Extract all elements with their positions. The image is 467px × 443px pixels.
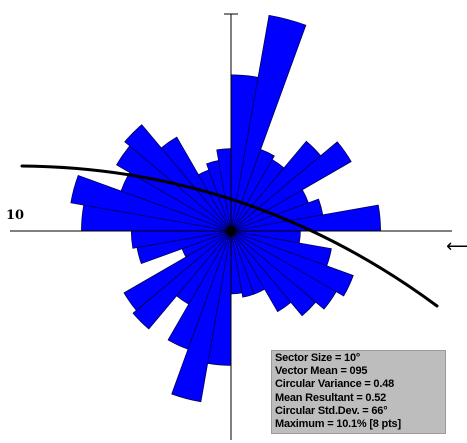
rose-sector <box>160 136 232 232</box>
stat-maximum: Maximum = 10.1% [8 pts] <box>275 418 401 431</box>
stat-circular-std-dev: Circular Std.Dev. = 66° <box>275 404 388 417</box>
rose-sector <box>230 230 354 297</box>
center-point <box>226 226 236 236</box>
rose-sector <box>167 230 232 350</box>
rose-sector <box>230 149 275 232</box>
tick-label-max: 10 <box>6 208 25 223</box>
stat-mean-resultant: Mean Resultant = 0.52 <box>275 391 387 404</box>
stat-circular-variance: Circular Variance = 0.48 <box>275 378 395 391</box>
mean-direction-arrow-icon: ⟵ <box>446 236 467 257</box>
fit-line-layer <box>20 164 439 308</box>
rose-sector <box>230 14 307 232</box>
rose-sector <box>230 230 255 298</box>
rose-sector <box>171 230 232 403</box>
statistics-panel: Sector Size = 10° Vector Mean = 095 Circ… <box>271 350 446 434</box>
rose-sector <box>123 230 232 311</box>
rose-sector <box>132 230 232 330</box>
rose-sector <box>230 230 317 317</box>
rose-sector <box>230 230 292 313</box>
stat-sector-size: Sector Size = 10° <box>275 352 361 364</box>
rose-sectors <box>70 14 381 403</box>
rose-sector <box>230 230 337 310</box>
rose-sector <box>124 124 232 232</box>
rose-sector <box>70 174 232 232</box>
stat-vector-mean: Vector Mean = 095 <box>275 365 368 378</box>
fit-line <box>20 164 439 308</box>
